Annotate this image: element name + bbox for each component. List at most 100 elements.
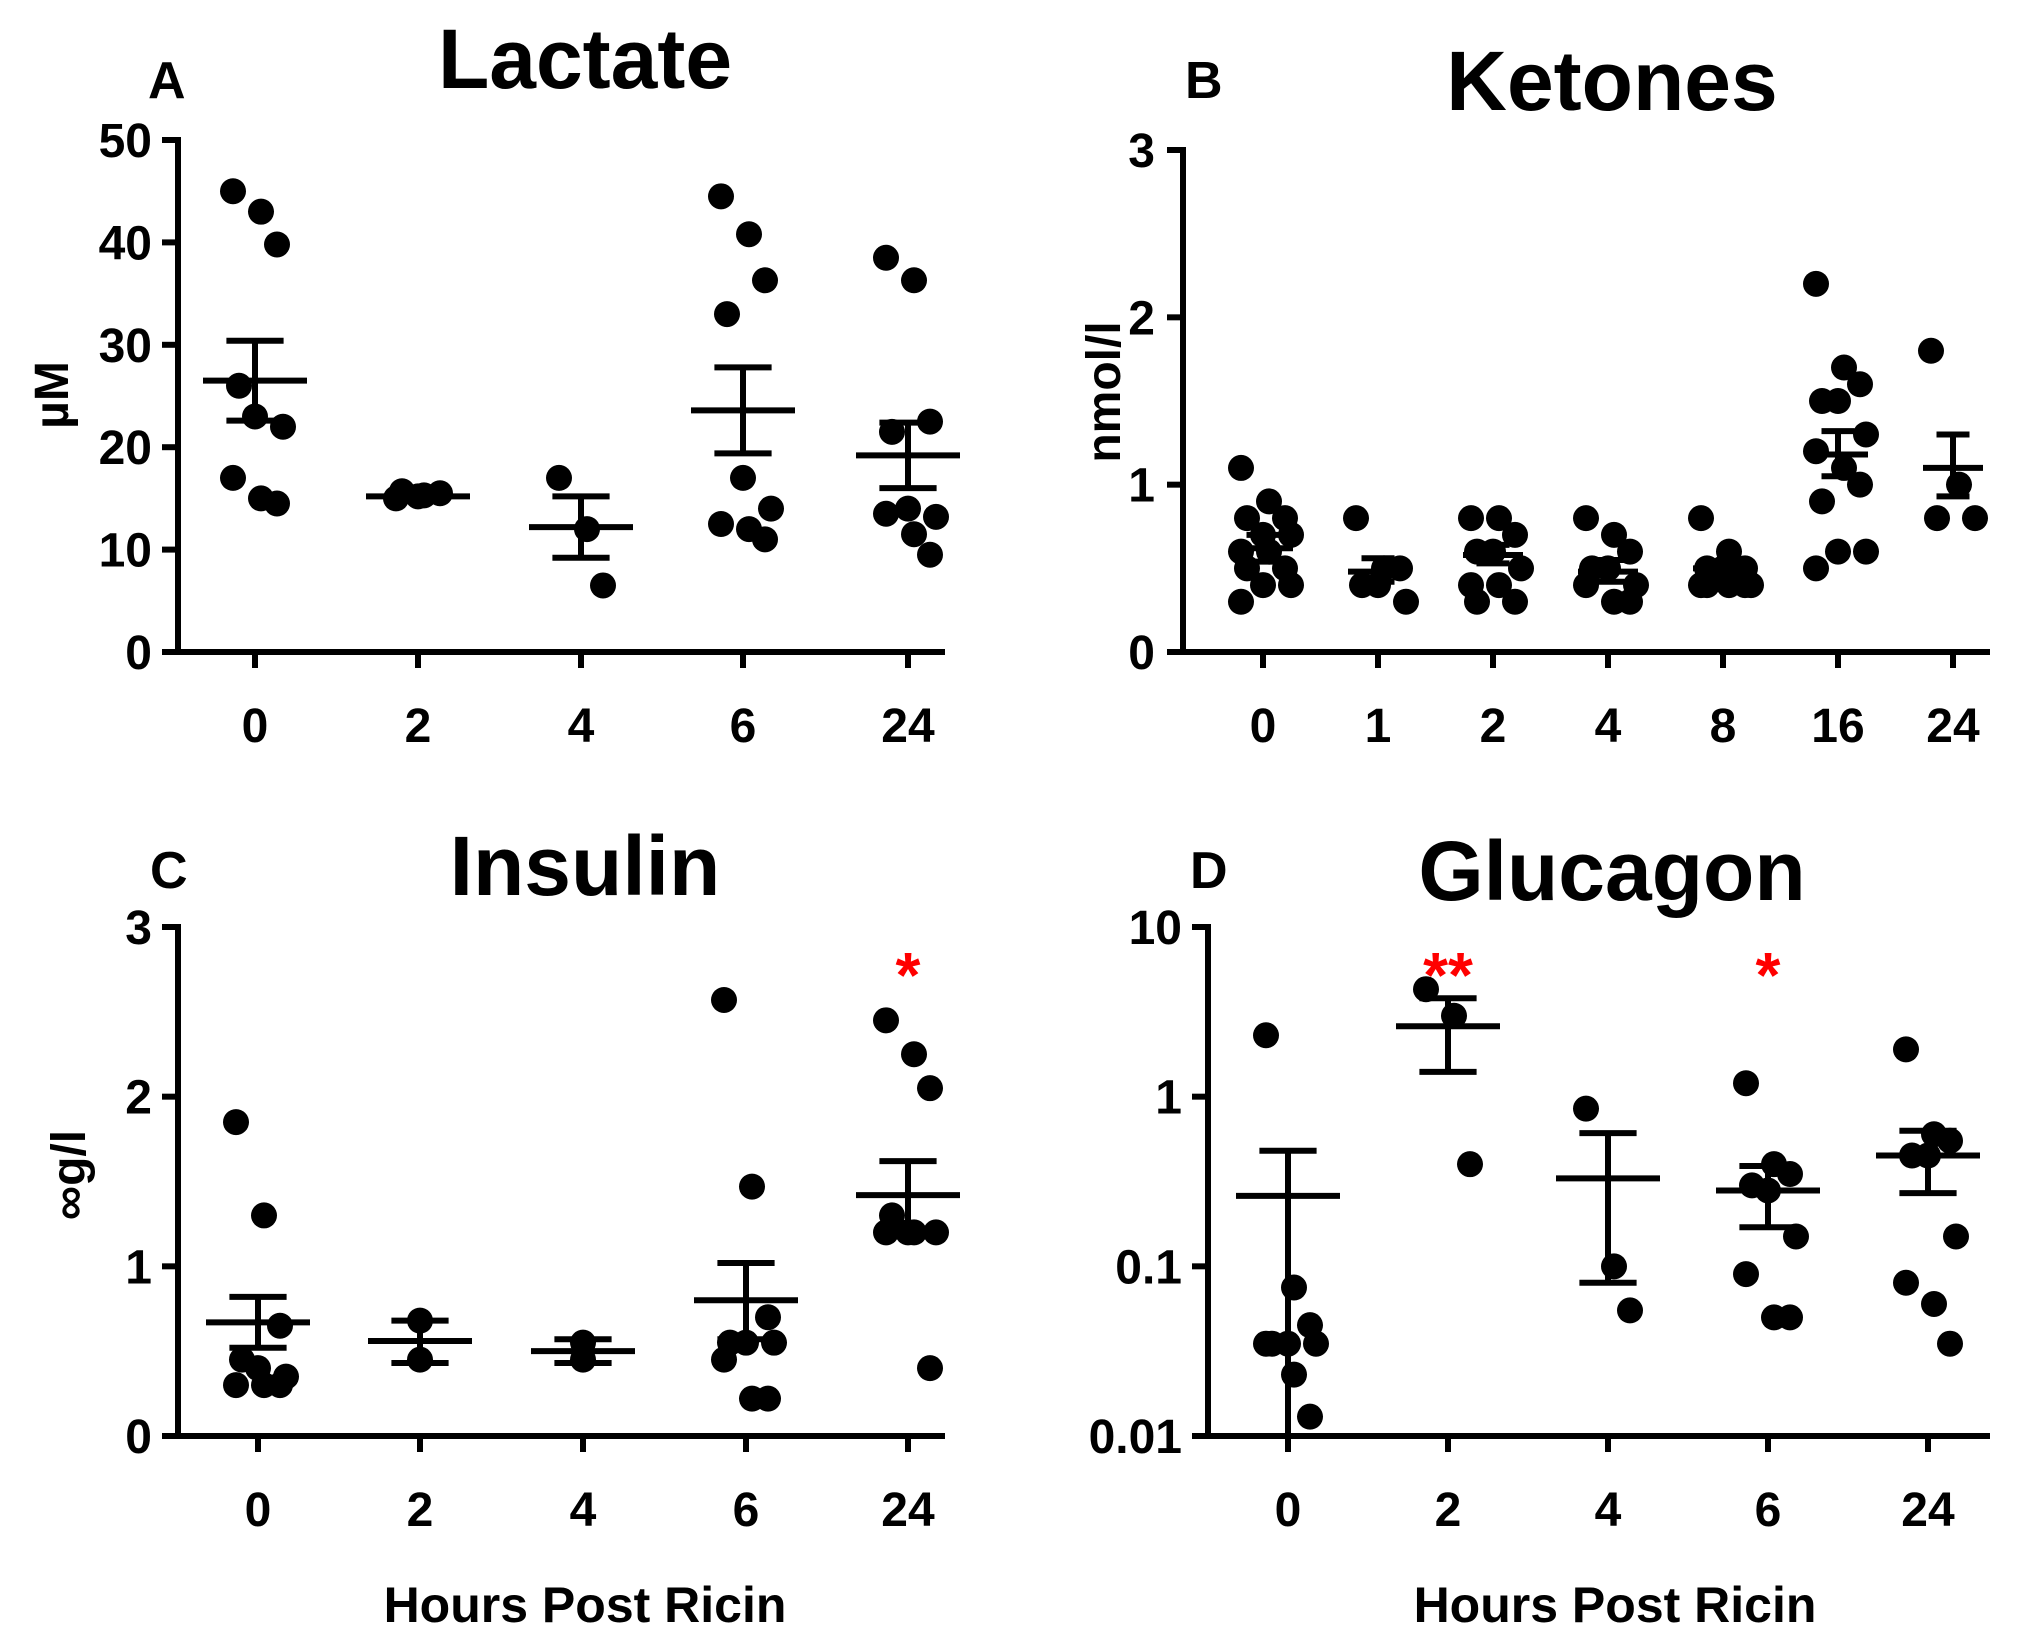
panel-b-data-point — [1278, 521, 1304, 548]
panel-d-data-point — [1253, 1330, 1279, 1357]
panel-a-data-point — [730, 464, 756, 491]
panel-b-y-axis-label: nmol/l — [1078, 321, 1131, 462]
panel-b-y-ticks: 0 1 2 3 — [1128, 125, 1183, 680]
panel-d-x-ticks: 0 2 4 6 24 — [1275, 1436, 1955, 1537]
panel-d-x-axis-label: Hours Post Ricin — [1414, 1577, 1817, 1633]
panel-c-data-point — [223, 1372, 249, 1399]
panel-a-data-point — [752, 267, 778, 294]
panel-d-data-point — [1733, 1070, 1759, 1097]
panel-b-data-point — [1825, 388, 1851, 414]
panel-d-data-point — [1893, 1036, 1919, 1063]
panel-a-data-point — [923, 503, 949, 530]
panel-c-data-point — [917, 1355, 943, 1382]
panel-b-data-point — [1694, 572, 1720, 599]
panel-d-data-point — [1573, 1095, 1599, 1122]
panel-b-data-point — [1803, 555, 1829, 582]
panel-a-data-point — [220, 178, 246, 205]
panel-a-data-point — [714, 301, 740, 328]
panel-d-title: Glucagon — [1418, 824, 1805, 918]
panel-c-data-point — [267, 1372, 293, 1399]
panel-a-x-tick-label: 4 — [568, 700, 595, 753]
panel-a-y-tick-label: 10 — [99, 525, 152, 578]
panel-a-data-point — [873, 244, 899, 271]
panel-b-data-point — [1809, 488, 1835, 515]
panel-c-x-tick-label: 24 — [881, 1484, 935, 1537]
panel-b-data-point — [1508, 555, 1534, 582]
panel-d-data-point — [1937, 1330, 1963, 1357]
panel-a-y-tick-label: 40 — [99, 217, 152, 270]
panel-a-data-point — [901, 267, 927, 294]
panel-b-data-point — [1803, 270, 1829, 297]
panel-b-data-point — [1278, 572, 1304, 599]
panel-d-data-point — [1281, 1361, 1307, 1388]
panel-d-data-point — [1297, 1403, 1323, 1430]
panel-b-data-point — [1962, 505, 1988, 532]
panel-c-data-point — [251, 1202, 277, 1229]
panel-b-data-point — [1918, 337, 1944, 364]
panel-d-data-point — [1617, 1297, 1643, 1324]
panel-d-x-tick-label: 0 — [1275, 1484, 1302, 1537]
panel-c-data-point — [711, 986, 737, 1013]
panel-b-data-point — [1688, 505, 1714, 532]
panel-b-data-point — [1486, 572, 1512, 599]
panel-a-data-point — [901, 521, 927, 548]
panel-b-x-ticks: 0 1 2 4 8 16 24 — [1250, 652, 1980, 753]
panel-c-x-axis-label: Hours Post Ricin — [384, 1577, 787, 1633]
panel-d-letter: D — [1190, 842, 1228, 900]
panel-b-x-tick-label: 24 — [1926, 700, 1980, 753]
panel-d-data-point — [1281, 1274, 1307, 1301]
panel-c-y-ticks: 0 1 2 3 — [125, 902, 178, 1464]
panel-b-data-point — [1464, 588, 1490, 615]
panel-d-data-point — [1921, 1290, 1947, 1317]
panel-c-data-point — [917, 1075, 943, 1102]
panel-a-y-tick-label: 20 — [99, 422, 152, 475]
panel-a-data-point — [736, 221, 762, 248]
panel-b-data-point — [1250, 572, 1276, 599]
panel-c-x-tick-label: 6 — [733, 1484, 760, 1537]
panel-b-data-point — [1228, 588, 1254, 615]
panel-a-data-point — [895, 495, 921, 522]
panel-b-data-point — [1853, 538, 1879, 565]
panel-a-x-ticks: 0 2 4 6 24 — [242, 652, 935, 753]
panel-c-data-point — [873, 1007, 899, 1034]
panel-b-data-point — [1732, 572, 1758, 599]
panel-b-data-point — [1387, 555, 1413, 582]
panel-d-data-point — [1457, 1151, 1483, 1178]
panel-a-data-point — [546, 464, 572, 491]
panel-b-x-tick-label: 0 — [1250, 700, 1277, 753]
panel-b-axes — [1180, 147, 1990, 655]
panel-b-data-point — [1617, 588, 1643, 615]
panel-d-data-point — [1777, 1304, 1803, 1331]
panel-c-data-point — [223, 1109, 249, 1136]
panel-c-y-tick-label: 0 — [125, 1411, 152, 1464]
panel-a-data-point — [708, 511, 734, 537]
panel-c-x-tick-label: 4 — [570, 1484, 597, 1537]
panel-d-data-point — [1943, 1223, 1969, 1250]
panel-d-data-point — [1893, 1269, 1919, 1296]
panel-c-letter: C — [150, 842, 188, 900]
panel-a-title: Lactate — [438, 12, 732, 106]
panel-b-data-point — [1256, 488, 1282, 515]
panel-a-x-tick-label: 24 — [881, 700, 935, 753]
panel-b-letter: B — [1185, 52, 1223, 110]
panel-b-y-tick-label: 0 — [1128, 627, 1155, 680]
panel-a-y-tick-label: 50 — [99, 115, 152, 168]
panel-b-data-point — [1486, 505, 1512, 532]
panel-d-significance-star: ** — [1423, 939, 1473, 1011]
panel-c-x-tick-label: 0 — [245, 1484, 272, 1537]
panel-c-title: Insulin — [450, 819, 721, 913]
panel-a-y-tick-label: 30 — [99, 320, 152, 373]
panel-c-data-point — [711, 1346, 737, 1373]
panel-a-data-point — [758, 495, 784, 522]
panel-a-x-tick-label: 0 — [242, 700, 269, 753]
panel-b-data-point — [1365, 572, 1391, 599]
panel-b-y-tick-label: 3 — [1128, 125, 1155, 178]
panel-b-data-point — [1803, 438, 1829, 465]
panel-b-data-point — [1847, 371, 1873, 398]
panel-c-data-point — [873, 1219, 899, 1246]
panel-d-axes — [1205, 924, 1990, 1439]
